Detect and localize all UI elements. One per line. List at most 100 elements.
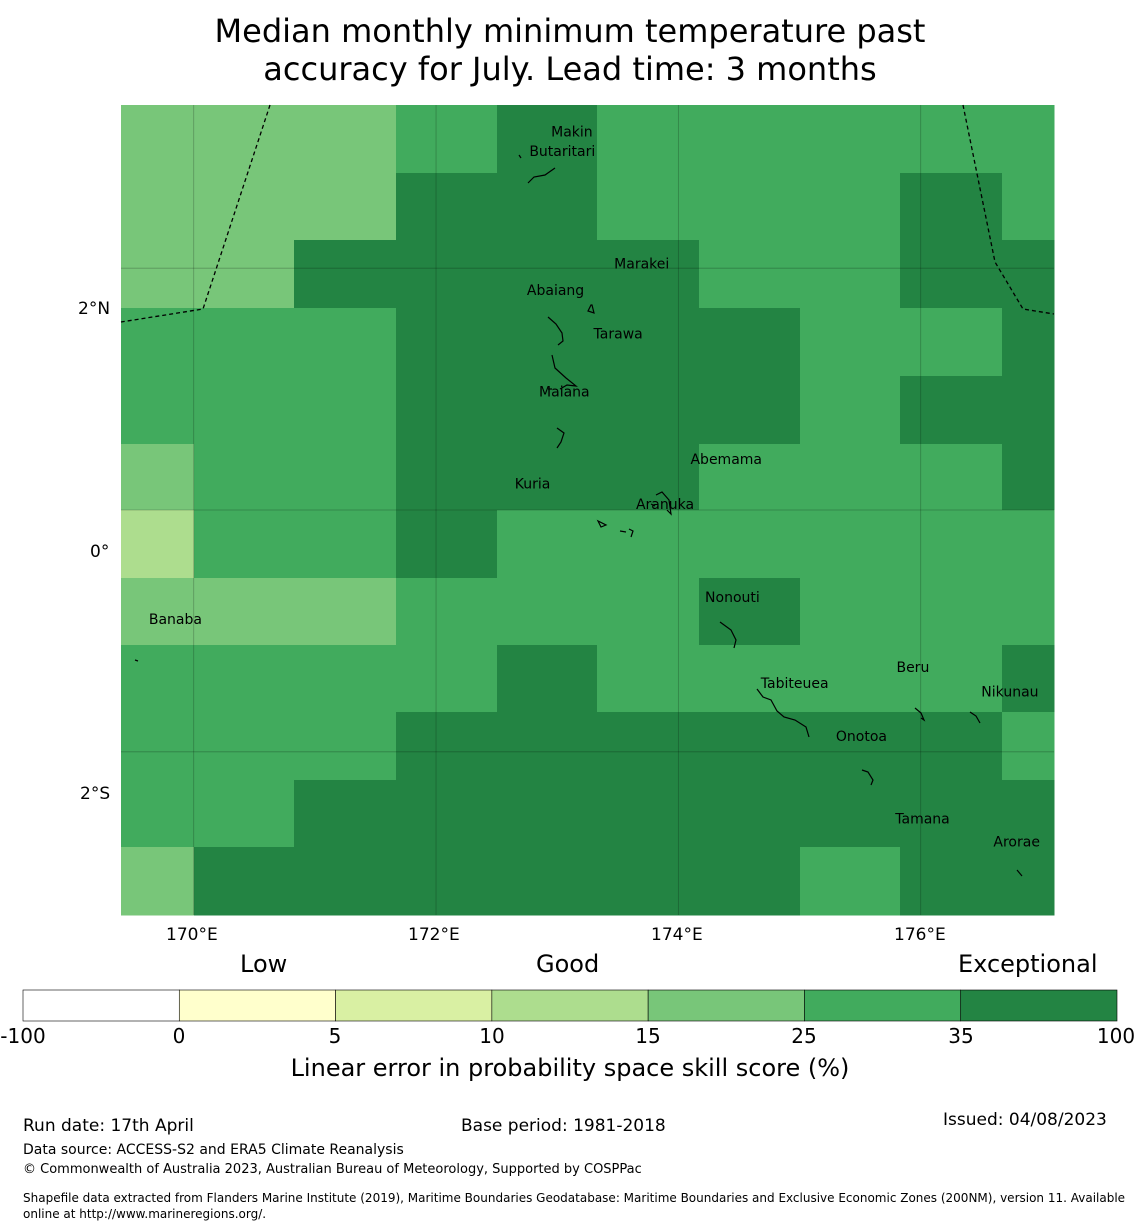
grid-cell	[294, 712, 397, 781]
eez-boundary-west	[120, 104, 271, 323]
grid-cell	[1002, 376, 1055, 445]
colorbar	[22, 989, 1118, 1022]
grid-cell	[396, 510, 498, 579]
place-label: Tamana	[894, 811, 949, 827]
grid-cell	[597, 578, 700, 646]
grid-cell	[121, 240, 195, 309]
colorbar-tick-4: 15	[635, 1024, 661, 1048]
grid-cell	[597, 780, 700, 848]
grid-cell	[597, 712, 700, 781]
grid-cell	[900, 847, 1003, 916]
island-abemama-west	[650, 503, 656, 507]
grid-cell	[699, 645, 801, 713]
grid-cell	[396, 847, 498, 916]
grid-cell	[497, 578, 598, 646]
island-nonouti	[719, 621, 737, 649]
grid-cell	[121, 578, 195, 646]
grid-cell	[597, 444, 700, 511]
place-label: Nikunau	[981, 684, 1038, 700]
grid-cell	[497, 105, 598, 174]
shapefile-credit-line-2: online at http://www.marineregions.org/.	[23, 1207, 267, 1221]
skill-map: Makin Butaritari Marakei Abaiang Tarawa Maian…	[120, 104, 1055, 916]
legend-category-exceptional: Exceptional	[958, 950, 1098, 978]
shapefile-credit-line-1: Shapefile data extracted from Flanders M…	[23, 1191, 1126, 1205]
colorbar-segment	[960, 989, 1118, 1022]
grid-cell	[294, 376, 397, 445]
grid-cell	[800, 173, 901, 241]
map-title: Median monthly minimum temperature past …	[0, 12, 1140, 88]
colorbar-tick-5: 25	[791, 1024, 817, 1048]
grid-cell	[800, 847, 901, 916]
grid-cell	[121, 847, 195, 916]
grid-cell	[900, 173, 1003, 241]
grid-cell	[121, 712, 195, 781]
colorbar-tick-6: 35	[948, 1024, 974, 1048]
grid-cell	[497, 645, 598, 713]
grid-cell	[800, 510, 901, 579]
grid-cell	[497, 173, 598, 241]
grid-cell	[800, 240, 901, 309]
grid-cell	[699, 712, 801, 781]
lon-tick-172: 172°E	[408, 925, 460, 945]
place-label: Kuria	[515, 476, 551, 492]
island-butaritari	[527, 167, 556, 184]
grid-cell	[194, 780, 295, 848]
grid-cell	[396, 444, 498, 511]
grid-cell	[800, 780, 901, 848]
grid-cell	[900, 645, 1003, 713]
place-label: Marakei	[614, 256, 669, 272]
place-label: Makin	[551, 125, 593, 141]
grid-cell	[1002, 510, 1055, 579]
grid-cell	[1002, 645, 1055, 713]
grid-cell	[194, 308, 295, 377]
grid-cell	[294, 240, 397, 309]
grid-cell	[800, 308, 901, 377]
grid-cell	[699, 780, 801, 848]
colorbar-segment	[335, 989, 493, 1022]
colorbar-segment	[491, 989, 649, 1022]
grid-cell	[294, 308, 397, 377]
island-abemama	[655, 491, 672, 516]
grid-cell	[194, 645, 295, 713]
grid-cell	[121, 780, 195, 848]
grid-cell	[699, 510, 801, 579]
island-beru	[914, 707, 926, 722]
place-label: Abaiang	[527, 283, 584, 299]
grid-cell	[900, 510, 1003, 579]
grid-cell	[497, 847, 598, 916]
grid-cell	[294, 847, 397, 916]
grid-cell	[900, 780, 1003, 848]
island-tarawa	[551, 354, 578, 390]
place-label: Tarawa	[593, 326, 643, 342]
grid-cell	[194, 578, 295, 646]
grid-cell	[800, 105, 901, 174]
grid-cell	[900, 308, 1003, 377]
grid-cell	[800, 376, 901, 445]
grid-cell	[900, 578, 1003, 646]
grid-cell	[121, 173, 195, 241]
grid-cell	[396, 308, 498, 377]
grid-cell	[294, 105, 397, 174]
island-marakei	[587, 304, 595, 314]
grid-cell	[121, 376, 195, 445]
grid-cell	[800, 645, 901, 713]
grid-cell	[800, 712, 901, 781]
grid-cell	[597, 173, 700, 241]
skill-grid	[121, 105, 1055, 916]
colorbar-tick-0: -100	[0, 1024, 46, 1048]
grid-cell	[497, 240, 598, 309]
grid-cell	[597, 105, 700, 174]
colorbar-tick-2: 5	[328, 1024, 342, 1048]
grid-cell	[699, 105, 801, 174]
place-label: Banaba	[149, 612, 202, 628]
grid-cell	[699, 578, 801, 646]
colorbar-tick-7: 100	[1096, 1024, 1136, 1048]
grid-cell	[597, 376, 700, 445]
grid-cell	[1002, 240, 1055, 309]
grid-cell	[1002, 308, 1055, 377]
place-label: Aranuka	[636, 497, 694, 513]
grid-cell	[121, 510, 195, 579]
lon-tick-170: 170°E	[166, 925, 218, 945]
grid-cell	[900, 105, 1003, 174]
grid-cell	[699, 240, 801, 309]
